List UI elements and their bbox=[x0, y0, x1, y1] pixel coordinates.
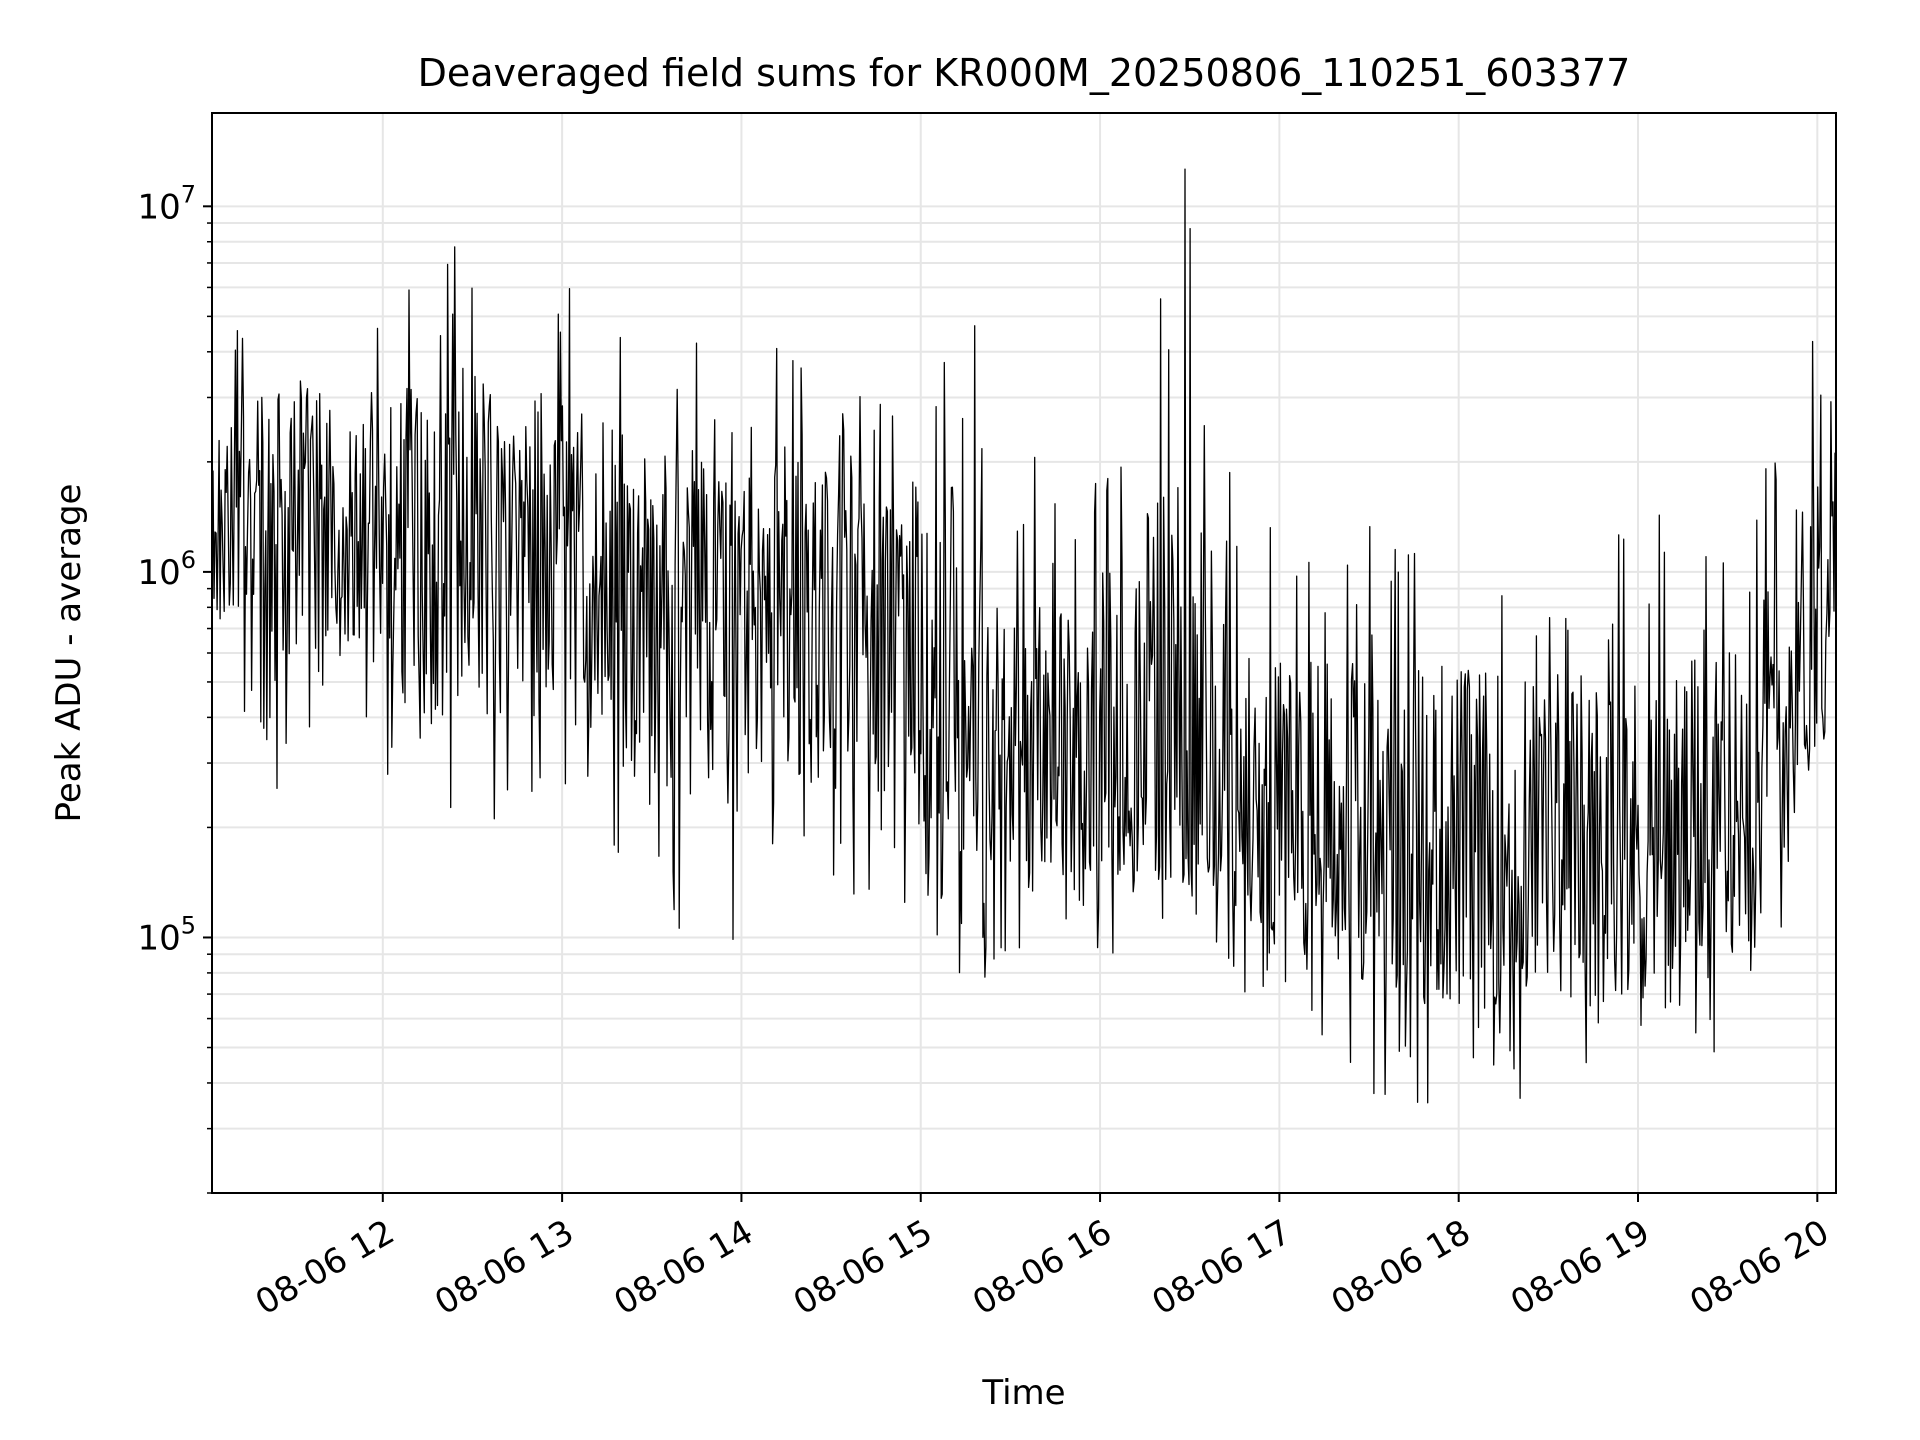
y-axis-label: Peak ADU - average bbox=[49, 484, 89, 823]
plot-area bbox=[211, 168, 1837, 1104]
data-series-line bbox=[211, 168, 1837, 1104]
y-tick-label: 106 bbox=[137, 546, 196, 593]
y-tick-label: 105 bbox=[137, 911, 196, 958]
x-axis-label: Time bbox=[981, 1373, 1065, 1413]
y-tick-label: 107 bbox=[137, 180, 196, 227]
chart-title: Deaveraged field sums for KR000M_2025080… bbox=[418, 51, 1631, 95]
y-axis-ticks: 105 106 107 bbox=[137, 180, 212, 1194]
